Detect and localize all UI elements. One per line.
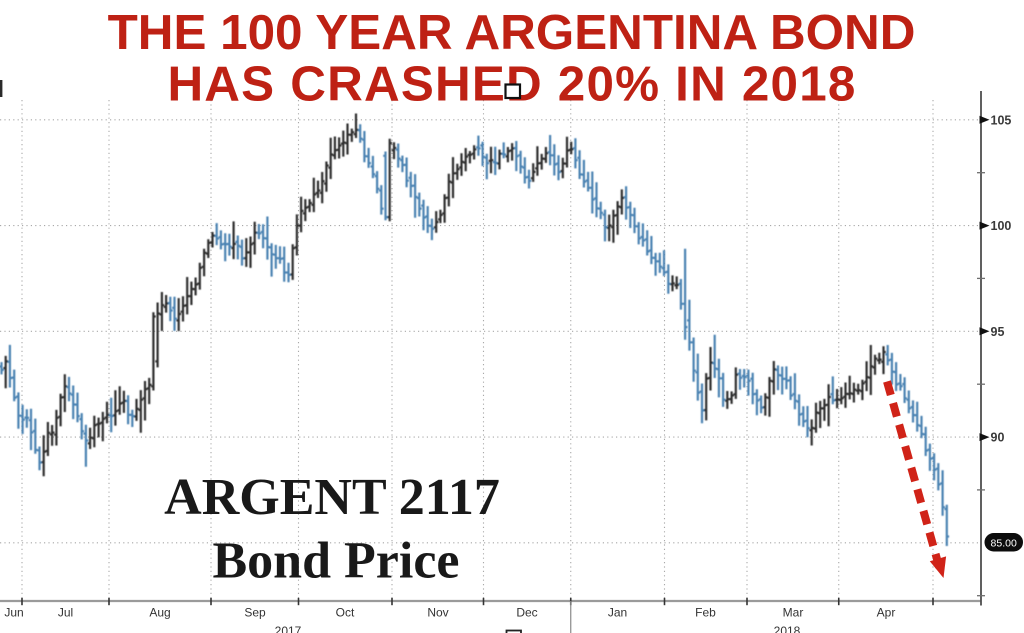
svg-text:Sep: Sep bbox=[244, 606, 266, 620]
svg-text:Dec: Dec bbox=[516, 606, 537, 620]
svg-text:100: 100 bbox=[991, 219, 1012, 233]
svg-text:Jan: Jan bbox=[608, 606, 627, 620]
svg-text:Apr: Apr bbox=[877, 606, 896, 620]
svg-text:105: 105 bbox=[991, 113, 1012, 127]
svg-text:ARGENT 2117: ARGENT 2117 bbox=[164, 469, 500, 526]
svg-text:2018: 2018 bbox=[774, 624, 801, 633]
svg-text:Nov: Nov bbox=[427, 606, 448, 620]
svg-text:THE 100 YEAR ARGENTINA BOND: THE 100 YEAR ARGENTINA BOND bbox=[108, 5, 916, 60]
svg-text:Jun: Jun bbox=[4, 606, 23, 620]
svg-text:Aug: Aug bbox=[149, 606, 170, 620]
svg-text:Mar: Mar bbox=[783, 606, 804, 620]
svg-text:2017: 2017 bbox=[275, 624, 302, 633]
svg-text:95: 95 bbox=[991, 325, 1005, 339]
svg-text:Bond Price: Bond Price bbox=[213, 533, 460, 590]
svg-text:Oct: Oct bbox=[336, 606, 355, 620]
svg-text:Feb: Feb bbox=[695, 606, 716, 620]
svg-text:Jul: Jul bbox=[58, 606, 73, 620]
svg-text:85.00: 85.00 bbox=[991, 538, 1017, 550]
svg-text:90: 90 bbox=[991, 431, 1005, 445]
